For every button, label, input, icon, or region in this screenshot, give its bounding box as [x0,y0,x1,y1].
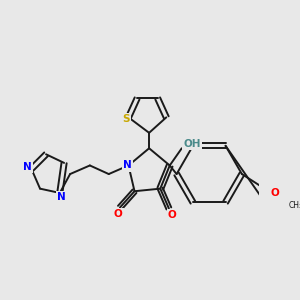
Text: CH₃: CH₃ [288,201,300,210]
Text: O: O [270,188,279,198]
Text: O: O [168,210,177,220]
Text: N: N [23,162,32,172]
Text: OH: OH [183,139,201,149]
Text: N: N [57,192,66,202]
Text: O: O [114,209,123,219]
Text: N: N [123,160,132,170]
Text: S: S [122,114,130,124]
